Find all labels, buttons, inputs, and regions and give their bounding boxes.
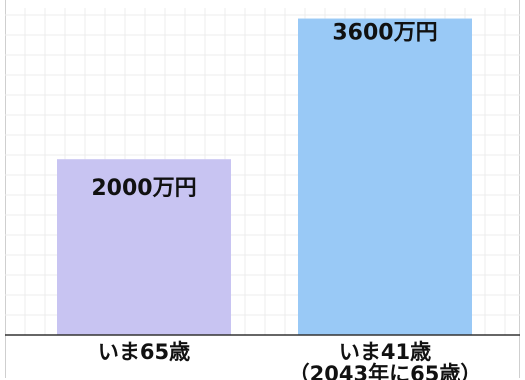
bars (57, 18, 472, 335)
value-labels: 2000万円 3600万円 (91, 21, 437, 202)
x-tick-label: （2043年に65歳） (289, 362, 482, 380)
x-tick-label: いま65歳 (98, 340, 190, 364)
bar-1 (57, 159, 231, 335)
x-tick-label: いま41歳 (339, 340, 431, 364)
bar-value-label: 3600万円 (332, 21, 437, 46)
bar-2 (298, 18, 472, 335)
chart-frame (5, 0, 520, 378)
bar-value-label: 2000万円 (91, 176, 196, 201)
category-labels: いま65歳 いま41歳（2043年に65歳） (98, 340, 481, 380)
